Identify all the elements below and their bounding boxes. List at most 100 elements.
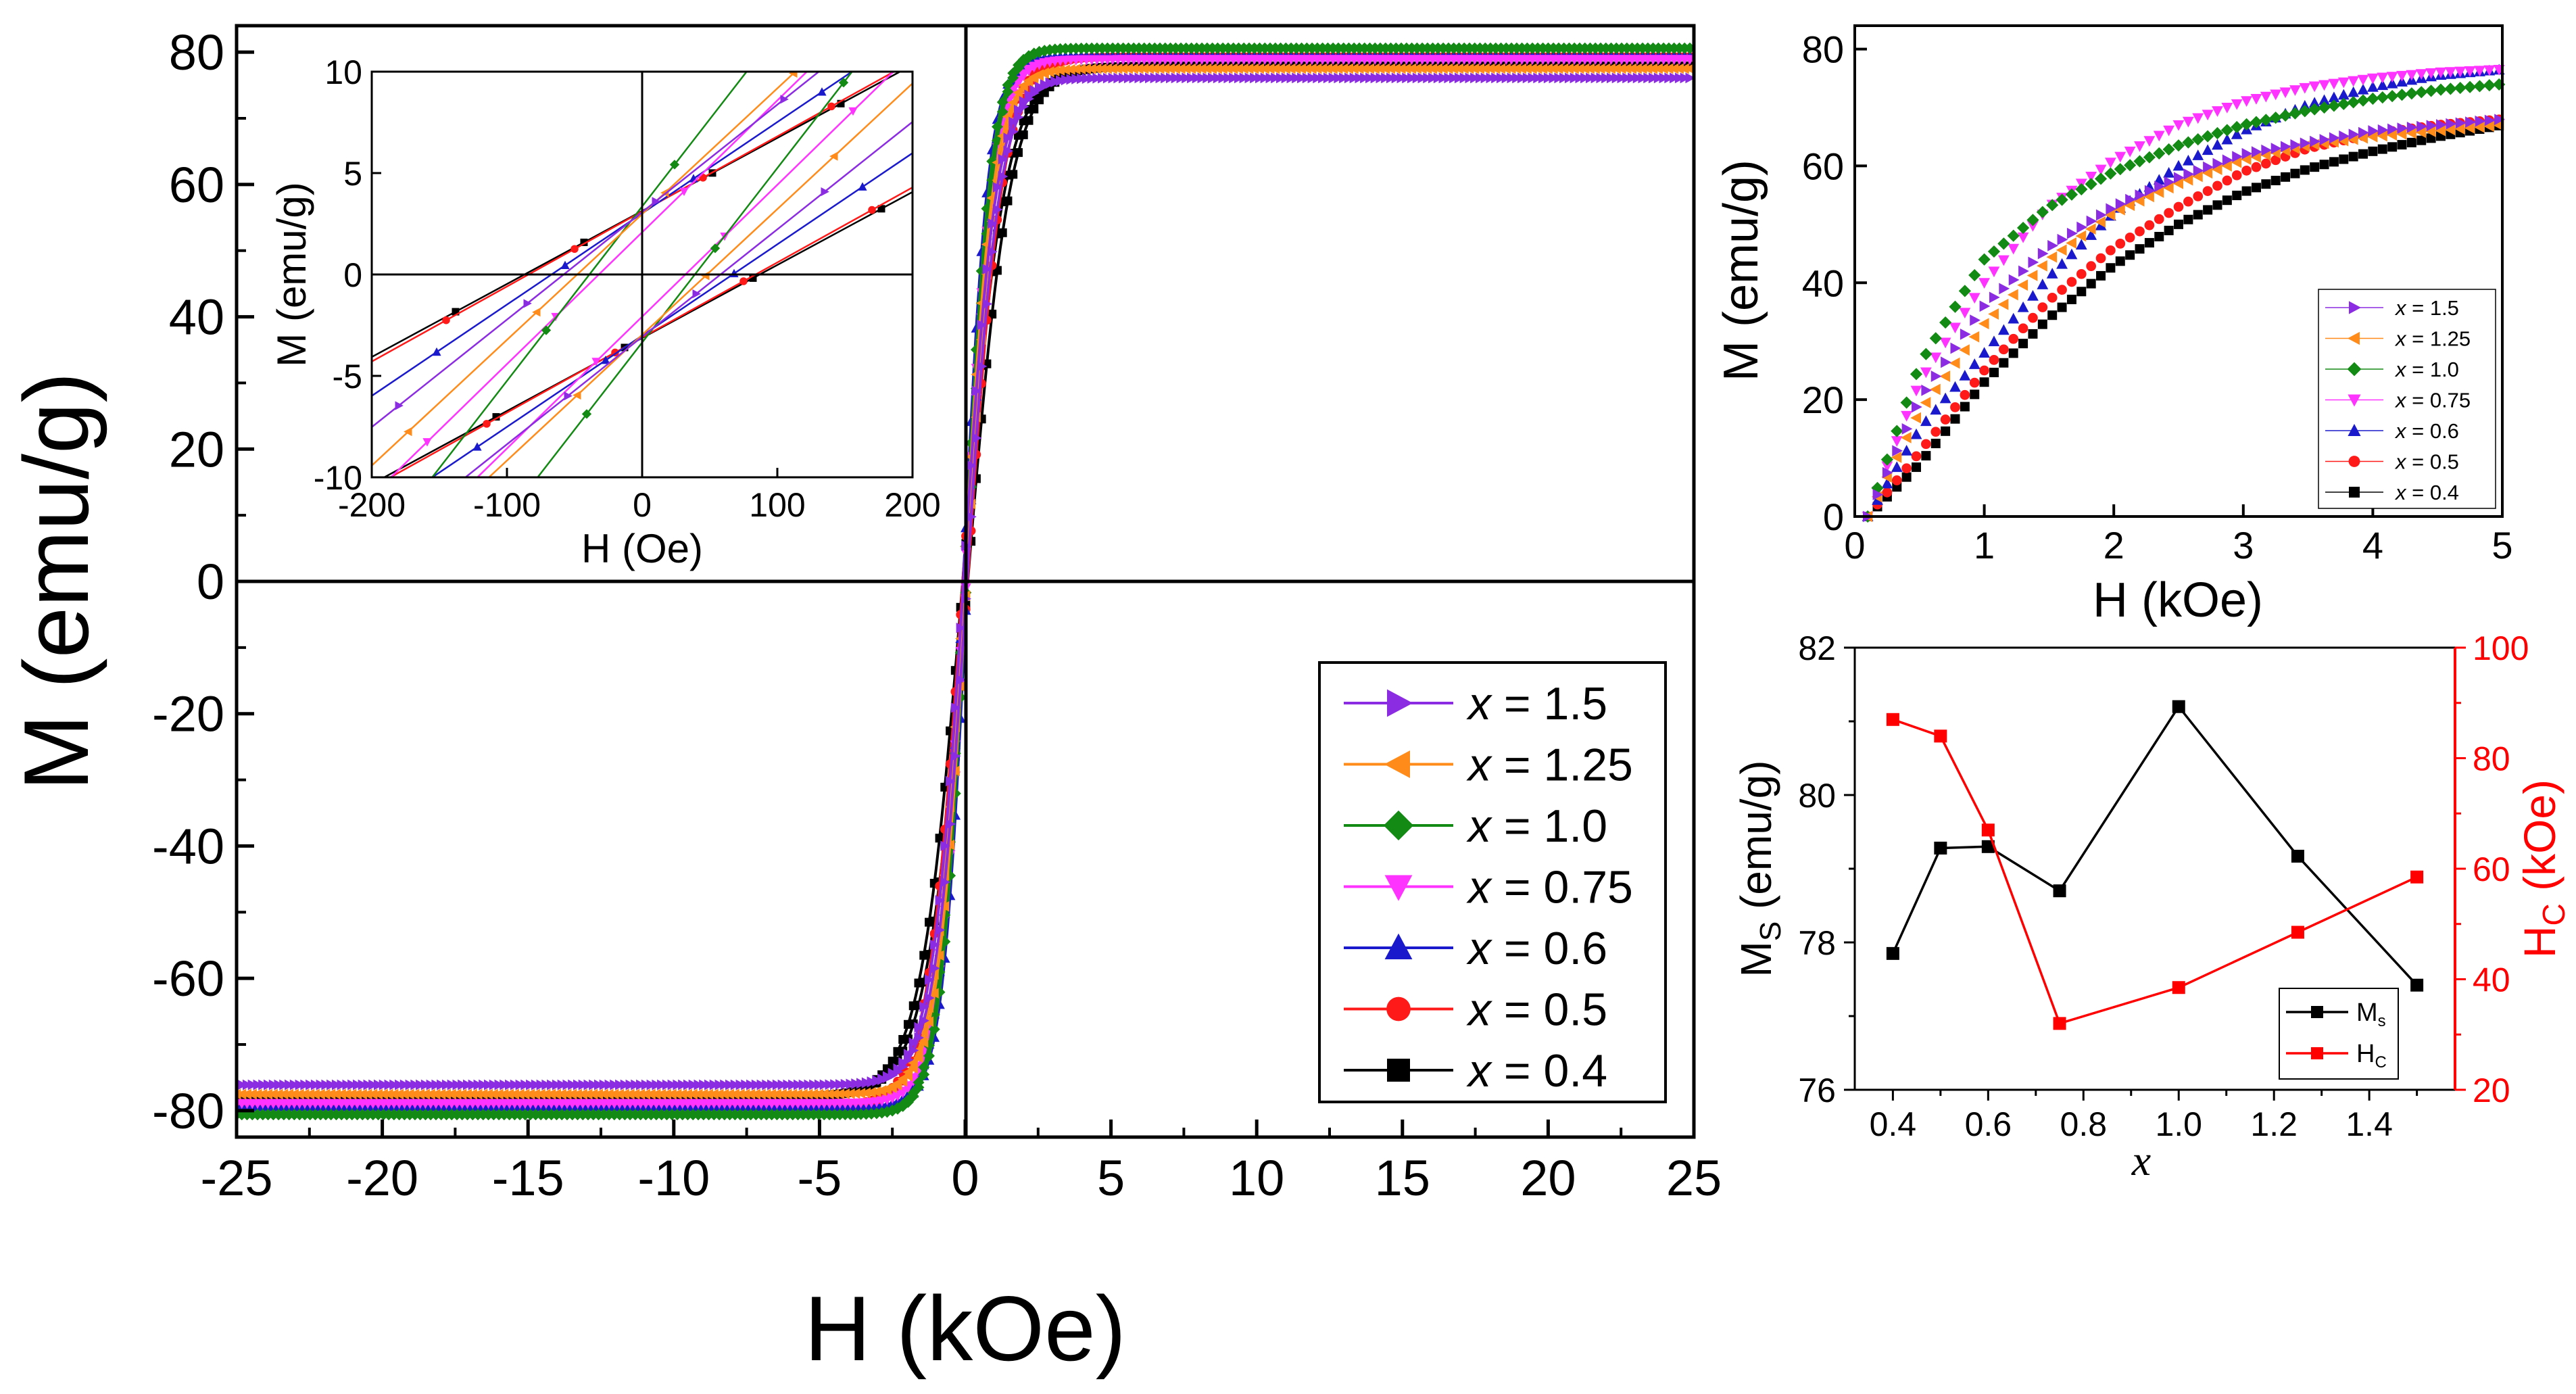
main-data-point <box>1615 63 1626 74</box>
inset-data-point <box>837 99 845 107</box>
main-legend-label: x = 0.5 <box>1466 984 1607 1036</box>
main-data-point <box>399 1079 410 1090</box>
initial-data-point <box>1929 332 1942 345</box>
main-data-point <box>431 1079 442 1090</box>
initial-data-point <box>2085 223 2096 235</box>
main-data-point <box>739 1088 750 1100</box>
main-data-point <box>971 433 982 443</box>
initial-data-point <box>1910 368 1923 381</box>
initial-data-point <box>2191 170 2203 183</box>
initial-data-point <box>1921 439 1931 450</box>
initial-data-point <box>1959 308 1971 319</box>
main-data-point <box>279 1079 289 1090</box>
initial-data-point <box>2154 232 2164 242</box>
main-data-point <box>1023 51 1035 64</box>
initial-data-point <box>2008 243 2020 255</box>
main-data-point <box>1653 63 1663 74</box>
initial-data-point <box>2281 141 2291 153</box>
initial-data-point <box>2279 87 2291 99</box>
initial-data-point <box>2426 120 2437 132</box>
main-data-point <box>902 1096 914 1108</box>
initial-data-point <box>2270 143 2282 154</box>
initial-data-point <box>1930 438 1941 448</box>
initial-data-point <box>2106 263 2116 273</box>
main-data-point <box>410 1079 421 1090</box>
main-data-point <box>998 228 1007 237</box>
inset-data-point <box>601 356 610 364</box>
main-data-point <box>1233 63 1243 74</box>
main-data-point <box>625 1079 636 1090</box>
main-data-point <box>388 1088 399 1100</box>
main-data-point <box>285 1079 295 1090</box>
initial-data-point <box>2056 258 2068 269</box>
main-data-point <box>950 702 961 713</box>
main-data-point <box>998 153 1008 165</box>
initial-data-point <box>1920 415 1932 427</box>
initial-data-point <box>1900 396 1913 409</box>
mshc-legend-ms-marker <box>2311 1006 2323 1018</box>
main-data-point <box>1470 72 1480 84</box>
main-data-point <box>325 1088 336 1100</box>
initial-data-point <box>1911 451 1922 462</box>
main-data-point <box>1595 63 1605 74</box>
main-data-point <box>351 1088 362 1100</box>
initial-data-point <box>2172 120 2185 131</box>
initial-data-point <box>2017 301 2029 312</box>
initial-data-point <box>2037 260 2047 272</box>
main-data-point <box>1318 72 1328 84</box>
initial-data-point <box>1989 367 1999 377</box>
main-data-point <box>813 1088 824 1100</box>
main-data-point <box>724 1088 735 1100</box>
main-data-point <box>1611 63 1621 74</box>
initial-data-point <box>1970 314 1980 326</box>
main-data-point <box>646 1088 656 1100</box>
main-data-point <box>876 1086 887 1097</box>
initial-data-point <box>2076 221 2088 233</box>
initial-data-point <box>2017 232 2029 243</box>
inset-data-point <box>660 188 669 197</box>
initial-data-point <box>2367 81 2379 92</box>
initial-data-point <box>2028 329 2038 339</box>
main-data-point <box>561 1088 572 1100</box>
main-data-point <box>1416 63 1427 74</box>
inset-y-axis-label: M (emu/g) <box>269 182 314 366</box>
main-data-point <box>1575 72 1586 84</box>
mshc-data-point <box>2053 884 2066 898</box>
main-data-point <box>1511 63 1522 74</box>
main-data-point <box>251 1088 262 1100</box>
initial-data-point <box>1901 410 1913 422</box>
main-data-point <box>477 1088 488 1100</box>
initial-data-point <box>1921 384 1933 396</box>
main-data-point <box>944 869 956 882</box>
main-legend-marker <box>1384 750 1410 778</box>
main-data-point <box>603 1088 614 1100</box>
main-data-point <box>342 1079 353 1090</box>
initial-data-point <box>2386 72 2398 82</box>
main-data-point <box>1328 72 1339 84</box>
main-data-point <box>656 1088 666 1100</box>
initial-data-point <box>2075 230 2087 242</box>
main-data-point <box>384 1079 395 1090</box>
main-data-point <box>1029 104 1039 114</box>
initial-data-point <box>2387 142 2398 152</box>
main-data-point <box>1259 63 1269 74</box>
main-data-point <box>1376 72 1386 84</box>
main-data-point <box>971 385 982 397</box>
main-data-point <box>892 1091 903 1102</box>
initial-data-point <box>2231 99 2243 110</box>
initial-data-point <box>2173 201 2184 212</box>
main-data-point <box>1401 63 1411 74</box>
mshc-data-point <box>2410 978 2424 992</box>
main-data-point <box>1213 72 1223 84</box>
initial-data-point <box>1920 347 1933 360</box>
initial-data-point <box>2232 191 2242 201</box>
inset-data-point <box>710 243 721 254</box>
main-data-point <box>568 1079 578 1090</box>
initial-data-point <box>2104 209 2116 221</box>
main-data-point <box>1338 63 1348 74</box>
initial-data-point <box>2016 221 2030 235</box>
initial-data-point <box>2386 77 2398 89</box>
initial-data-point <box>2347 96 2360 109</box>
main-data-point <box>1254 63 1265 74</box>
main-data-point <box>1208 72 1218 84</box>
